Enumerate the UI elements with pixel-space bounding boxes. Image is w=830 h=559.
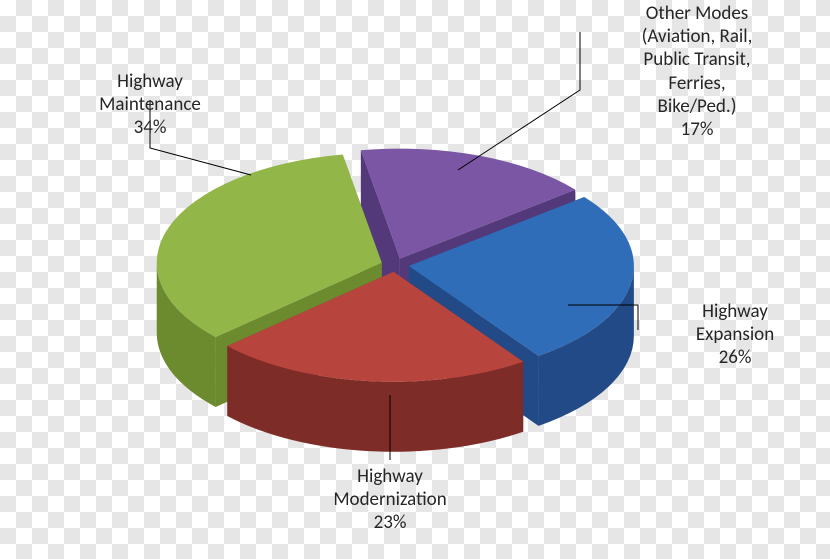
- leader-other_modes: [458, 32, 580, 170]
- label-other_modes: Other Modes (Aviation, Rail, Public Tran…: [582, 2, 812, 141]
- label-hw_modernization: Highway Modernization 23%: [260, 465, 520, 535]
- label-hw_expansion: Highway Expansion 26%: [640, 300, 830, 370]
- label-hw_maintenance: Highway Maintenance 34%: [40, 70, 260, 140]
